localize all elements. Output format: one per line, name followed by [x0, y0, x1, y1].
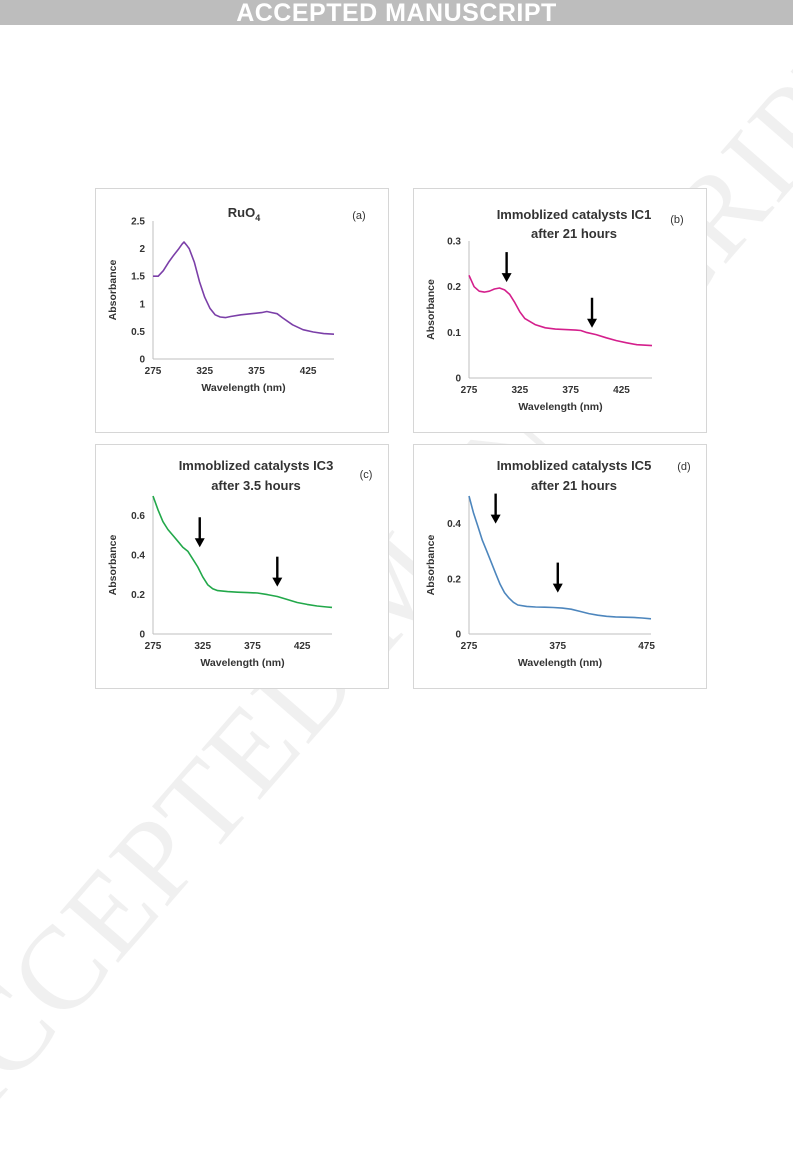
chart-title-text: Immoblized catalysts IC3 — [179, 458, 334, 473]
y-tick-label: 1 — [139, 299, 145, 310]
y-tick-label: 2.5 — [131, 217, 145, 228]
chart-title: Immoblized catalysts IC5 — [497, 458, 652, 473]
accepted-manuscript-banner: ACCEPTED MANUSCRIPT — [0, 0, 793, 26]
y-tick-label: 0.2 — [447, 282, 461, 293]
x-tick-label: 325 — [194, 641, 211, 652]
chart-panel-c: 0 0.2 0.4 0.6 275 325 375 425 Wavelength (nm) Abs… — [95, 444, 389, 689]
down-arrow-icon — [490, 493, 501, 524]
y-tick-label: 0 — [455, 374, 461, 385]
down-arrow-icon — [552, 562, 563, 593]
x-axis-title: Wavelength (nm) — [201, 382, 285, 394]
y-tick-label: 0 — [455, 630, 461, 641]
chart-panel-b: 0 0.1 0.2 0.3 275 325 375 425 Wavelength (nm) Abs… — [413, 188, 707, 433]
chart-svg: 0 0.2 0.4 0.6 275 325 375 425 Wavelength (nm) Abs… — [107, 458, 373, 669]
x-tick-label: 375 — [562, 385, 579, 396]
chart-subtitle: after 21 hours — [531, 478, 617, 493]
x-axis-title: Wavelength (nm) — [200, 657, 284, 669]
x-tick-label: 325 — [196, 366, 213, 377]
chart-title-subscript: 4 — [255, 213, 260, 223]
x-tick-label: 375 — [549, 641, 566, 652]
chart-title: Immoblized catalysts IC1 — [497, 207, 652, 222]
chart-title: Immoblized catalysts IC3 — [179, 458, 334, 473]
y-axis-title: Absorbance — [107, 260, 119, 321]
x-tick-label: 325 — [511, 385, 528, 396]
absorbance-series-line — [468, 274, 653, 347]
panel-letter: (b) — [670, 214, 683, 226]
x-tick-label: 375 — [248, 366, 265, 377]
chart-panel-a: 0 0.5 1 1.5 2 2.5 275 325 375 425 Wavelength (nm) A… — [95, 188, 389, 433]
y-tick-label: 0.4 — [131, 551, 145, 562]
x-tick-label: 425 — [294, 641, 311, 652]
y-tick-label: 2 — [139, 244, 145, 255]
x-tick-label: 275 — [461, 641, 478, 652]
chart-svg: 0 0.1 0.2 0.3 275 325 375 425 Wavelength (nm) Abs… — [425, 207, 684, 413]
chart-title: RuO4 — [228, 205, 260, 223]
chart-title-text: Immoblized catalysts IC5 — [497, 458, 652, 473]
chart-title-text: Immoblized catalysts IC1 — [497, 207, 652, 222]
y-axis-title: Absorbance — [107, 535, 119, 596]
absorbance-series-line — [153, 241, 335, 335]
chart-svg: 0 0.2 0.4 275 375 475 Wavelength (nm) Absorbanc… — [425, 458, 691, 669]
x-tick-label: 425 — [613, 385, 630, 396]
y-tick-label: 0.1 — [447, 328, 461, 339]
chart-svg: 0 0.5 1 1.5 2 2.5 275 325 375 425 Wavelength (nm) A… — [107, 205, 366, 394]
panel-letter: (d) — [677, 461, 690, 473]
down-arrow-icon — [194, 517, 205, 548]
down-arrow-icon — [501, 252, 512, 283]
x-tick-label: 425 — [300, 366, 317, 377]
x-axis-title: Wavelength (nm) — [518, 401, 602, 413]
down-arrow-icon — [272, 556, 283, 587]
panel-letter: (a) — [352, 210, 365, 222]
x-tick-label: 275 — [145, 366, 162, 377]
y-tick-label: 0.2 — [131, 590, 145, 601]
y-tick-label: 0.6 — [131, 511, 145, 522]
chart-title-text: RuO — [228, 205, 255, 220]
y-tick-label: 0 — [139, 630, 145, 641]
x-tick-label: 275 — [461, 385, 478, 396]
x-tick-label: 375 — [244, 641, 261, 652]
absorbance-series-line — [468, 495, 652, 620]
y-tick-label: 0 — [139, 355, 145, 366]
chart-subtitle: after 21 hours — [531, 226, 617, 241]
chart-panel-d: 0 0.2 0.4 275 375 475 Wavelength (nm) Absorbanc… — [413, 444, 707, 689]
x-tick-label: 275 — [145, 641, 162, 652]
absorbance-series-line — [152, 495, 333, 609]
panel-letter: (c) — [360, 469, 373, 481]
y-tick-label: 0.4 — [447, 519, 461, 530]
down-arrow-icon — [587, 297, 598, 328]
chart-subtitle: after 3.5 hours — [211, 478, 301, 493]
y-tick-label: 0.3 — [447, 237, 461, 248]
y-axis-title: Absorbance — [425, 535, 437, 596]
x-tick-label: 475 — [638, 641, 655, 652]
y-tick-label: 1.5 — [131, 272, 145, 283]
y-tick-label: 0.2 — [447, 574, 461, 585]
y-tick-label: 0.5 — [131, 327, 145, 338]
x-axis-title: Wavelength (nm) — [518, 657, 602, 669]
y-axis-title: Absorbance — [425, 279, 437, 340]
